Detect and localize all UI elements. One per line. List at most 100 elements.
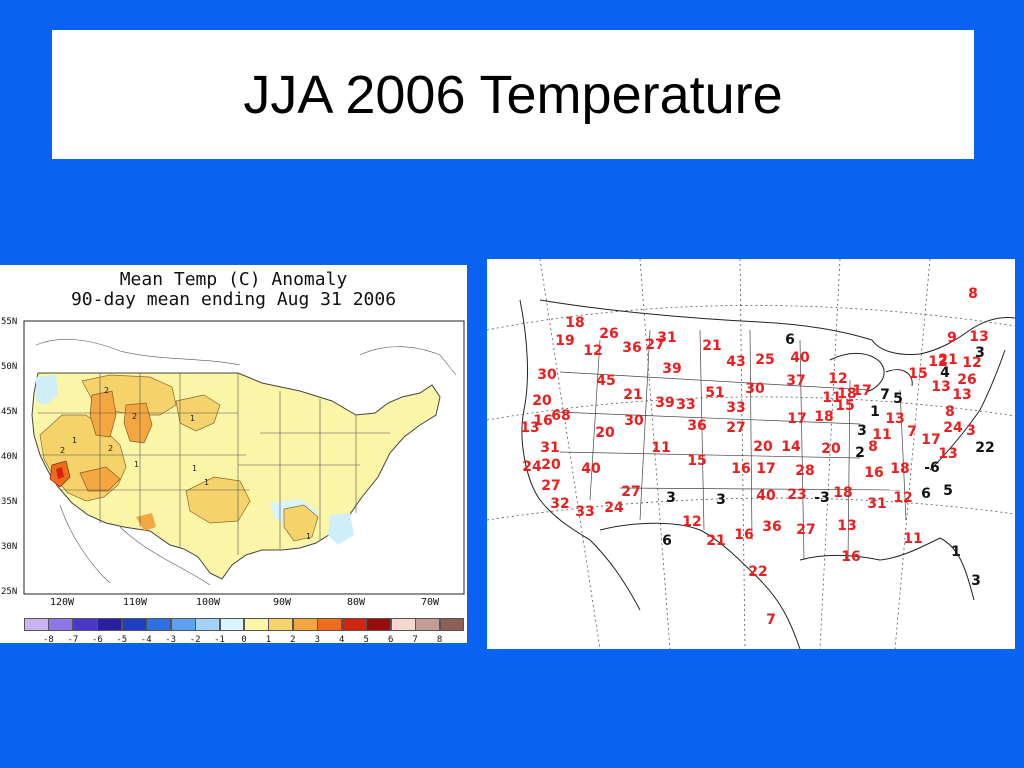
station-value-red: 13 (885, 411, 904, 427)
color-scale-label: 3 (314, 635, 321, 643)
color-scale-label: 0 (241, 635, 247, 643)
color-scale-cell (341, 618, 367, 631)
contour-label: 1 (134, 460, 139, 469)
color-scale-cell (146, 618, 172, 631)
station-value-red: 40 (756, 488, 776, 504)
lat-label: 45N (1, 407, 18, 417)
station-value-red: 12 (682, 514, 701, 530)
station-value-red: 20 (532, 393, 552, 409)
station-value-red: 21 (702, 338, 721, 354)
station-value-red: 14 (781, 439, 801, 455)
station-value-red: 40 (790, 350, 810, 366)
anomaly-map-graphic: 2 2 1 2 1 2 1 1 1 1 (23, 320, 465, 595)
color-scale-cell (317, 618, 343, 631)
station-value-red: 26 (957, 372, 976, 388)
station-value-black: 3 (971, 573, 981, 589)
station-value-red: 13 (952, 387, 971, 403)
station-value-black: 3 (716, 492, 726, 508)
contour-label: 2 (108, 444, 113, 453)
station-map-panel: 18 26 31 21 19 12 36 27 43 25 40 12 17 30 45 39 37 30 20 21… (487, 259, 1015, 649)
station-value-black: 5 (893, 391, 903, 407)
station-value-red: 24 (522, 459, 542, 475)
lat-label: 40N (1, 452, 18, 462)
station-value-red: 16 (731, 461, 750, 477)
station-value-red: 12 (962, 355, 981, 371)
station-value-black: 5 (943, 483, 953, 499)
station-value-red: 33 (575, 504, 594, 520)
station-value-red: 11 (903, 531, 922, 547)
color-scale-label: 8 (436, 635, 443, 643)
contour-label: 2 (104, 386, 109, 395)
station-value-black: -3 (814, 490, 830, 506)
color-scale-label: -2 (189, 635, 201, 643)
station-value-red: 13 (969, 329, 988, 345)
color-scale-cell (170, 618, 196, 631)
color-scale-label: 2 (290, 635, 296, 643)
station-value-black: 22 (975, 440, 994, 456)
station-value-red: 27 (621, 484, 640, 500)
station-value-black: 3 (975, 345, 985, 361)
station-value-red: 15 (835, 398, 854, 414)
station-value-red: 7 (907, 424, 917, 440)
color-scale-label: -5 (116, 635, 128, 643)
station-value-red: 18 (837, 386, 856, 402)
station-value-red: 36 (687, 418, 706, 434)
station-value-black: 6 (662, 533, 672, 549)
station-value-red: 24 (943, 420, 963, 436)
station-value-red: 16 (864, 465, 883, 481)
station-value-red: 12 (928, 354, 947, 370)
station-value-red: 17 (756, 461, 775, 477)
station-value-red: 27 (726, 420, 745, 436)
contour-label: 1 (72, 436, 77, 445)
station-value-red: 9 (947, 330, 957, 346)
station-value-black: 4 (940, 365, 950, 381)
station-value-red: 31 (540, 440, 559, 456)
station-value-red: 36 (762, 519, 781, 535)
slide-title: JJA 2006 Temperature (243, 64, 783, 125)
color-scale-cell (292, 618, 318, 631)
station-value-red: 19 (555, 333, 574, 349)
lon-label: 120W (49, 597, 75, 608)
color-scale-label: -3 (165, 635, 177, 643)
station-value-red: 3 (966, 423, 976, 439)
station-value-red: 11 (822, 390, 841, 406)
station-value-red: 13 (520, 420, 539, 436)
station-value-red: 23 (787, 487, 806, 503)
station-value-black: 7 (880, 387, 890, 403)
lat-label: 50N (1, 362, 18, 372)
station-value-red: 43 (726, 354, 745, 370)
lon-label: 80W (346, 597, 366, 608)
station-value-black: 2 (855, 445, 865, 461)
station-value-red: 27 (796, 522, 815, 538)
station-value-red: 21 (623, 387, 642, 403)
station-value-red: 17 (921, 432, 940, 448)
color-scale-cell (97, 618, 123, 631)
color-scale-cell (415, 618, 441, 631)
lat-label: 30N (1, 542, 18, 552)
station-value-red: 32 (550, 496, 569, 512)
station-value-red: 39 (655, 395, 674, 411)
color-scale-cell (219, 618, 245, 631)
station-value-red: 15 (687, 453, 706, 469)
color-scale-label: 6 (387, 635, 394, 643)
station-value-red: 21 (706, 533, 725, 549)
color-scale-label: 4 (339, 635, 345, 643)
station-value-red: 17 (852, 383, 871, 399)
station-value-red: 51 (705, 385, 724, 401)
station-value-red: 31 (867, 496, 886, 512)
contour-label: 1 (190, 414, 195, 423)
station-value-red: 16 (533, 413, 552, 429)
station-value-red: 27 (541, 478, 560, 494)
station-value-red: 11 (651, 440, 670, 456)
station-value-red: 8 (868, 439, 878, 455)
station-value-black: 6 (921, 486, 931, 502)
station-value-red: 24 (604, 500, 624, 516)
station-value-red: 18 (890, 461, 909, 477)
station-value-red: 33 (676, 397, 695, 413)
station-value-red: 8 (945, 404, 955, 420)
lat-label: 35N (1, 497, 18, 507)
station-value-red: 20 (821, 441, 841, 457)
station-value-red: 12 (893, 490, 912, 506)
lon-label: 100W (195, 597, 221, 608)
